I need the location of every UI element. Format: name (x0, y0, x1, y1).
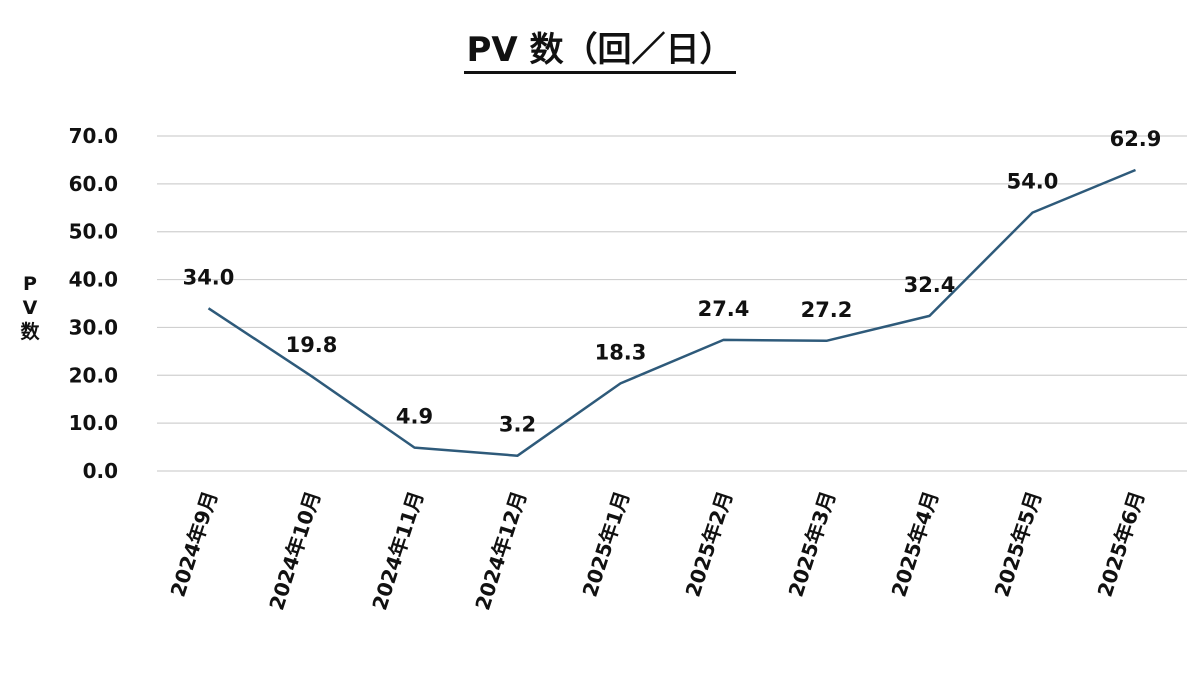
x-tick-label: 2024年9月 (166, 488, 223, 600)
x-tick-label: 2024年12月 (470, 488, 531, 613)
x-tick-label: 2025年1月 (578, 488, 635, 600)
x-tick-label: 2025年6月 (1093, 488, 1150, 600)
y-tick-label: 40.0 (69, 268, 118, 292)
data-label: 34.0 (183, 265, 235, 289)
y-tick-label: 20.0 (69, 363, 118, 387)
series-line (207, 168, 1136, 457)
data-label: 19.8 (286, 333, 338, 357)
series-line-group (207, 168, 1136, 457)
y-tick-label: 10.0 (69, 411, 118, 435)
x-tick-label: 2025年3月 (784, 488, 841, 600)
data-label: 4.9 (396, 405, 433, 429)
data-label: 32.4 (904, 273, 956, 297)
data-label: 18.3 (595, 340, 647, 364)
x-tick-label: 2024年10月 (264, 488, 325, 613)
data-label: 62.9 (1110, 127, 1162, 151)
data-label: 27.4 (698, 297, 750, 321)
chart-title: PV 数（回／日） (464, 30, 736, 74)
chart-title-wrap: PV 数（回／日） (0, 22, 1200, 74)
y-tick-label: 30.0 (69, 315, 118, 339)
x-tick-label: 2024年11月 (367, 488, 428, 613)
x-axis-ticks: 2024年9月 2024年10月 2024年11月 2024年12月 2025年1月 20… (166, 488, 1150, 613)
data-label: 54.0 (1007, 170, 1059, 194)
y-tick-label: 0.0 (83, 459, 118, 483)
y-tick-label: 50.0 (69, 220, 118, 244)
x-tick-label: 2025年2月 (681, 488, 738, 600)
x-tick-label: 2025年5月 (990, 488, 1047, 600)
y-tick-label: 70.0 (69, 124, 118, 148)
x-tick-label: 2025年4月 (887, 488, 944, 600)
data-label: 27.2 (801, 298, 853, 322)
y-axis-ticks: 0.0 10.0 20.0 30.0 40.0 50.0 60.0 70.0 (69, 124, 118, 483)
data-label: 3.2 (499, 413, 536, 437)
data-labels: 34.0 19.8 4.9 3.2 18.3 27.4 27.2 32.4 54.0 62.9 (183, 127, 1162, 437)
gridlines (157, 135, 1187, 472)
y-tick-label: 60.0 (69, 172, 118, 196)
